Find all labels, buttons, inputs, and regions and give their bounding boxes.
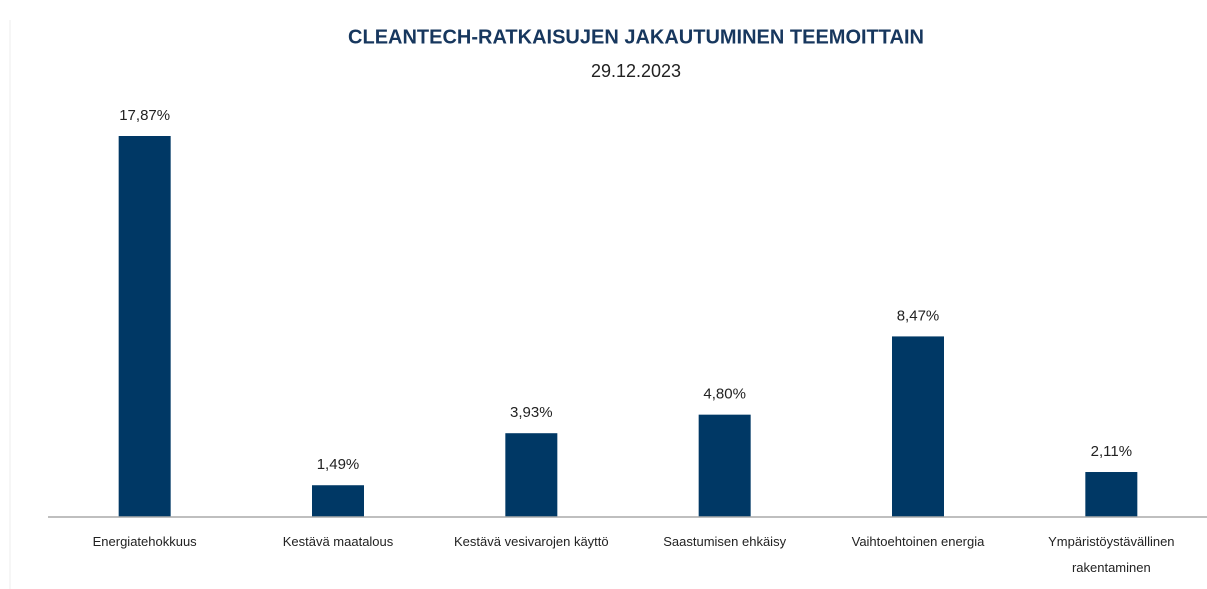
- x-tick-label: Energiatehokkuus: [92, 534, 197, 549]
- value-label: 8,47%: [897, 307, 940, 324]
- value-label: 17,87%: [119, 107, 170, 124]
- value-label: 4,80%: [703, 386, 746, 403]
- bar: [892, 336, 944, 517]
- x-tick-label: Vaihtoehtoinen energia: [851, 534, 985, 549]
- x-tick-label: Ympäristöystävällinen rakentaminen: [1048, 534, 1175, 575]
- chart-subtitle: 29.12.2023: [591, 61, 681, 81]
- bar: [505, 433, 558, 517]
- bar: [312, 485, 364, 517]
- chart-title: CLEANTECH-RATKAISUJEN JAKAUTUMINEN TEEMO…: [348, 26, 924, 48]
- value-label: 3,93%: [510, 404, 553, 421]
- x-tick-label: Saastumisen ehkäisy: [663, 534, 787, 549]
- x-tick-label: Kestävä vesivarojen käyttö: [454, 534, 609, 549]
- bar: [1085, 472, 1138, 517]
- value-label: 1,49%: [317, 456, 360, 473]
- bar: [118, 136, 171, 517]
- x-tick-label: Kestävä maatalous: [282, 534, 394, 549]
- value-label: 2,11%: [1091, 443, 1132, 460]
- bar: [698, 414, 751, 517]
